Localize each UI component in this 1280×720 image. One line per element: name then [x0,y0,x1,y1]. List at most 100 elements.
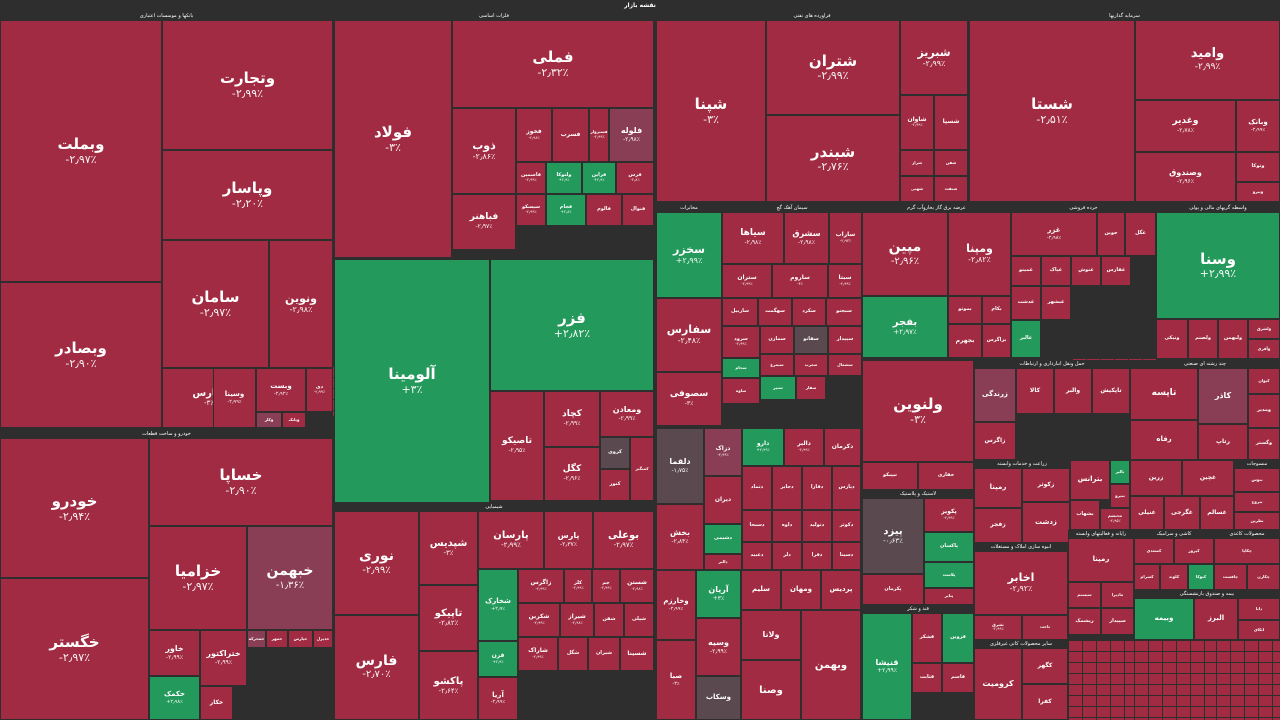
stock-tile[interactable]: وتوکا [1236,152,1280,182]
stock-tile[interactable]: غدشت [1011,286,1041,320]
stock-tile[interactable]: وبست -۲٫۹۲٪ [256,368,306,412]
stock-tile[interactable]: دزاک -۲٫۹۹٪ [704,428,742,476]
stock-tile[interactable]: سشمال [828,354,862,376]
stock-tile[interactable]: رفاه [1130,420,1198,460]
stock-tile[interactable]: ثشرق -۲٫۹۹٪ [974,615,1022,640]
stock-tile[interactable]: کتوکا [1188,564,1214,590]
stock-tile[interactable]: وسینا -۲٫۹۹٪ [213,368,256,428]
stock-tile[interactable]: دتماد [742,466,772,510]
stock-tile[interactable]: غسالم [1200,496,1234,530]
stock-tile[interactable]: سیستم [1068,582,1101,608]
stock-tile[interactable]: سمازن [760,326,794,354]
stock-tile[interactable]: جم -۲٫۹۹٪ [592,569,620,603]
stock-tile[interactable]: فالوم [586,194,622,226]
stock-tile[interactable]: پارسان -۲٫۹۹٪ [478,511,544,569]
stock-tile[interactable]: شسپا [934,95,968,150]
stock-tile[interactable]: قزوین [942,613,974,663]
stock-tile[interactable]: نبروج [1234,492,1280,512]
stock-tile[interactable]: شکربن -۲٫۹۹٪ [518,603,560,637]
stock-tile[interactable]: محتشم -۲٫۹۵٪ [1100,508,1130,530]
stock-tile[interactable]: کسرام [1134,564,1160,590]
stock-tile[interactable]: شتران -۲٫۹۹٪ [766,20,900,115]
stock-tile[interactable]: چافست [1214,564,1247,590]
stock-tile[interactable]: دارو +۲٫۹۹٪ [742,428,784,466]
stock-tile[interactable]: تاپسه [1130,368,1198,420]
stock-tile[interactable]: دسینا [832,542,861,570]
stock-tile[interactable]: بفجر +۲٫۹۷٪ [862,296,948,358]
stock-tile[interactable]: قثابت [912,663,942,693]
stock-tile[interactable]: کفرا [1022,684,1068,720]
stock-tile[interactable]: رتاپ [1198,424,1248,460]
stock-tile[interactable]: ساروم -۳٪ [772,264,828,298]
stock-tile[interactable]: وبصادر -۲٫۹۰٪ [0,282,162,428]
stock-tile[interactable]: فزاین +۲٫۹٪ [582,162,616,194]
stock-tile[interactable]: کسعدی [1134,538,1174,564]
stock-tile[interactable]: ومعادن -۲٫۹۹٪ [600,391,654,437]
stock-tile[interactable]: پیزد -۰٫۶۳٪ [862,498,924,574]
stock-tile[interactable]: زرندگی [974,368,1016,422]
stock-tile[interactable]: سصوفی -۳٪ [656,372,722,426]
stock-tile[interactable]: شستن -۲٫۹۸٪ [620,569,654,603]
stock-tile[interactable]: خکمک +۲٫۹۸٪ [149,676,200,720]
stock-tile[interactable]: سرود -۲٫۹۹٪ [722,326,760,358]
stock-tile[interactable]: خگستر -۲٫۹۷٪ [0,578,149,720]
stock-tile[interactable]: پکرمان [862,574,924,605]
stock-tile[interactable]: ولانا [741,610,801,660]
stock-tile[interactable]: فارس -۲٫۷۰٪ [334,615,419,720]
stock-tile[interactable]: کروی [600,437,630,469]
stock-tile[interactable]: غمینو [1011,256,1041,286]
stock-tile[interactable]: سامان -۲٫۹۷٪ [162,240,269,368]
stock-tile[interactable]: فخوز -۲٫۹۸٪ [516,108,552,162]
stock-tile[interactable]: وآفری [1248,339,1280,359]
stock-tile[interactable]: قرن +۲٫۹٪ [478,641,518,677]
stock-tile[interactable]: وامید -۲٫۹۹٪ [1135,20,1280,100]
stock-tile[interactable]: شهنی [900,176,934,202]
stock-tile[interactable]: خودرو -۲٫۹۴٪ [0,438,149,578]
stock-tile[interactable]: تاصیکو -۲٫۹۵٪ [490,391,544,501]
stock-tile[interactable]: دالبر [704,554,742,570]
stock-tile[interactable]: وبیمه [1134,598,1194,640]
stock-tile[interactable]: ولصنم [1188,319,1218,359]
stock-tile[interactable]: بالبر [1110,460,1130,484]
stock-tile[interactable]: وخارزم -۲٫۹۹٪ [656,570,696,640]
stock-tile[interactable]: خمحرکه [247,630,266,648]
stock-tile[interactable]: ولشرق [1248,319,1280,339]
stock-tile[interactable]: غزر -۲٫۹۸٪ [1011,212,1097,256]
stock-tile[interactable]: کاذر [1198,368,1248,424]
stock-tile[interactable]: غگرجی [1164,496,1200,530]
stock-tile[interactable]: دفارا [802,466,832,510]
stock-tile[interactable]: قنیشا +۲٫۹۹٪ [862,613,912,720]
stock-tile[interactable]: وبانک [282,412,306,428]
stock-tile[interactable]: رمپنا [974,468,1022,508]
stock-tile[interactable]: کلوند [1160,564,1188,590]
stock-tile[interactable]: فسبزوار -۲٫۹۹٪ [589,108,609,162]
stock-tile[interactable]: خکار [200,686,233,720]
stock-tile[interactable]: سیمرغ [760,354,794,376]
stock-tile[interactable]: خزامیا -۲٫۹۷٪ [149,526,247,630]
stock-tile[interactable]: وبانک -۲٫۹۹٪ [1236,100,1280,152]
stock-tile[interactable]: نطرین [1234,512,1280,530]
stock-tile[interactable]: غالبر [1011,320,1041,358]
stock-tile[interactable]: اخابر -۲٫۹۲٪ [974,551,1068,615]
stock-tile[interactable]: شراز [900,150,934,176]
stock-tile[interactable]: ومهان [781,570,821,610]
stock-tile[interactable]: ختراکتور -۲٫۹۹٪ [200,630,247,686]
stock-tile[interactable]: وسکاب [696,676,741,720]
stock-tile[interactable]: فملی -۲٫۳۲٪ [452,20,654,108]
stock-tile[interactable]: زدشت [1022,502,1070,543]
stock-tile[interactable]: زکوثر [1022,468,1070,502]
stock-tile[interactable]: پلاست [924,562,974,588]
stock-tile[interactable]: سبجنو [826,298,862,326]
stock-tile[interactable]: دالبر -۲٫۹۹٪ [784,428,824,466]
stock-tile[interactable]: سفار [796,376,826,400]
stock-tile[interactable]: وبهمن [801,610,861,720]
stock-tile[interactable]: بنیرو [1110,484,1130,508]
stock-tile[interactable]: رمپنا [1068,538,1134,582]
stock-tile[interactable]: خپارس [288,630,313,648]
stock-tile[interactable]: وبملت -۲٫۹۷٪ [0,20,162,282]
stock-tile[interactable]: سخزر +۲٫۹۹٪ [656,212,722,298]
stock-tile[interactable]: آلومینا +۳٪ [334,259,490,503]
stock-tile[interactable]: شپدیس -۳٪ [419,511,478,585]
stock-tile[interactable]: خبهمن -۱٫۳۶٪ [247,526,333,630]
stock-tile[interactable]: زاگرس -۲٫۹۹٪ [518,569,564,603]
